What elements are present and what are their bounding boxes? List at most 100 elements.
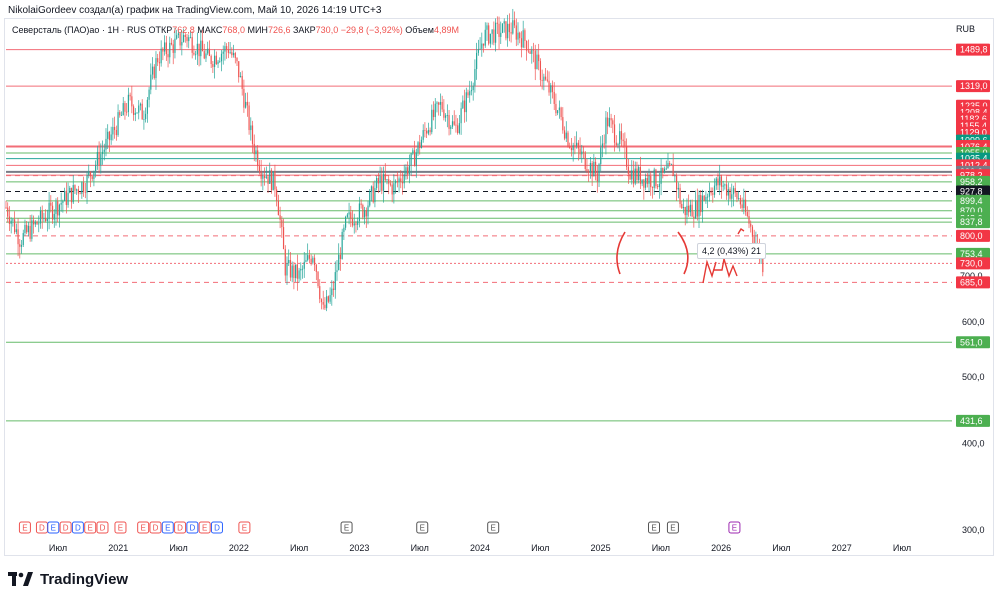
candle[interactable] bbox=[486, 22, 488, 41]
candle[interactable] bbox=[715, 176, 717, 190]
event-marker-dividend[interactable]: D bbox=[71, 521, 84, 534]
candle[interactable] bbox=[76, 188, 78, 195]
event-marker-dividend[interactable]: D bbox=[186, 521, 199, 534]
candle[interactable] bbox=[34, 220, 36, 228]
candle[interactable] bbox=[493, 21, 495, 46]
candle[interactable] bbox=[546, 70, 548, 83]
candle[interactable] bbox=[84, 182, 86, 199]
candle[interactable] bbox=[617, 142, 619, 149]
candle[interactable] bbox=[560, 106, 562, 121]
candle[interactable] bbox=[336, 259, 338, 281]
candle[interactable] bbox=[631, 160, 633, 185]
candle[interactable] bbox=[574, 136, 576, 155]
candle[interactable] bbox=[691, 199, 693, 217]
candle[interactable] bbox=[496, 16, 498, 34]
candle[interactable] bbox=[51, 201, 54, 224]
candle[interactable] bbox=[22, 229, 24, 248]
candle[interactable] bbox=[326, 289, 328, 312]
candle[interactable] bbox=[386, 178, 388, 185]
candle[interactable] bbox=[295, 264, 297, 282]
candle[interactable] bbox=[151, 57, 154, 80]
candle[interactable] bbox=[139, 102, 142, 111]
candle[interactable] bbox=[681, 200, 683, 209]
candle[interactable] bbox=[624, 132, 626, 159]
candle[interactable] bbox=[317, 270, 319, 289]
chart-canvas[interactable]: 1489,8 1319,0 1235,01208,41182,61155,41129… bbox=[0, 0, 1000, 560]
candle[interactable] bbox=[338, 243, 340, 271]
candle[interactable] bbox=[20, 239, 23, 254]
candle[interactable] bbox=[465, 87, 467, 122]
candle[interactable] bbox=[396, 171, 398, 188]
currency-label[interactable]: RUB bbox=[956, 24, 976, 34]
candle[interactable] bbox=[548, 71, 550, 96]
candle[interactable] bbox=[57, 197, 59, 223]
event-marker-earnings[interactable]: E bbox=[18, 521, 31, 534]
candle[interactable] bbox=[260, 159, 262, 187]
candle[interactable] bbox=[263, 167, 266, 186]
event-marker-earnings[interactable]: E bbox=[198, 521, 211, 534]
candle[interactable] bbox=[296, 254, 298, 291]
price-tag-1489-8[interactable]: 1489,8 bbox=[956, 43, 990, 56]
candle[interactable] bbox=[431, 104, 433, 135]
candle[interactable] bbox=[467, 89, 469, 99]
candle[interactable] bbox=[620, 123, 623, 147]
candle[interactable] bbox=[281, 216, 283, 238]
candle[interactable] bbox=[376, 175, 378, 191]
candle[interactable] bbox=[31, 214, 33, 242]
candle[interactable] bbox=[643, 179, 645, 200]
candle[interactable] bbox=[479, 37, 481, 50]
candle[interactable] bbox=[26, 220, 28, 235]
candle[interactable] bbox=[210, 54, 212, 68]
candle[interactable] bbox=[551, 80, 554, 99]
candle[interactable] bbox=[596, 165, 598, 193]
candle[interactable] bbox=[300, 262, 302, 281]
candle[interactable] bbox=[612, 118, 614, 134]
candle[interactable] bbox=[284, 245, 286, 282]
candle[interactable] bbox=[334, 261, 336, 299]
candle[interactable] bbox=[636, 161, 638, 184]
candle[interactable] bbox=[291, 261, 293, 283]
candle[interactable] bbox=[167, 49, 169, 68]
candle[interactable] bbox=[655, 168, 657, 189]
event-marker-earnings[interactable]: E bbox=[340, 521, 353, 534]
candle[interactable] bbox=[288, 249, 290, 267]
candle[interactable] bbox=[131, 85, 133, 114]
candle[interactable] bbox=[220, 50, 223, 72]
candle[interactable] bbox=[619, 123, 621, 152]
candle[interactable] bbox=[346, 212, 348, 219]
candle[interactable] bbox=[676, 173, 678, 201]
candle[interactable] bbox=[744, 190, 747, 216]
candle[interactable] bbox=[567, 130, 569, 148]
price-tag-837-8[interactable]: 837,8 bbox=[956, 216, 990, 229]
candle[interactable] bbox=[17, 218, 19, 257]
candle[interactable] bbox=[446, 104, 448, 128]
candle[interactable] bbox=[593, 153, 595, 177]
candle[interactable] bbox=[227, 42, 229, 59]
candle[interactable] bbox=[660, 159, 662, 196]
candle[interactable] bbox=[239, 72, 242, 78]
candle[interactable] bbox=[298, 267, 300, 283]
candle[interactable] bbox=[43, 212, 45, 222]
candle[interactable] bbox=[64, 187, 66, 202]
candle[interactable] bbox=[67, 182, 69, 208]
candle[interactable] bbox=[365, 207, 367, 228]
candle[interactable] bbox=[207, 41, 209, 56]
candle[interactable] bbox=[289, 252, 292, 282]
candle[interactable] bbox=[674, 173, 676, 182]
candle[interactable] bbox=[186, 34, 188, 48]
candle[interactable] bbox=[543, 73, 545, 91]
candle[interactable] bbox=[327, 295, 329, 304]
candle[interactable] bbox=[48, 191, 50, 230]
candle[interactable] bbox=[276, 186, 278, 207]
candle[interactable] bbox=[698, 190, 700, 228]
candle[interactable] bbox=[553, 82, 555, 111]
candle[interactable] bbox=[432, 101, 435, 121]
candle[interactable] bbox=[646, 172, 648, 188]
price-tag-899-4[interactable]: 899,4 bbox=[956, 194, 990, 207]
candle[interactable] bbox=[503, 18, 505, 33]
candle[interactable] bbox=[103, 143, 105, 161]
candle[interactable] bbox=[455, 114, 457, 133]
candle[interactable] bbox=[265, 166, 267, 180]
candle[interactable] bbox=[217, 59, 219, 68]
candle[interactable] bbox=[477, 39, 479, 56]
